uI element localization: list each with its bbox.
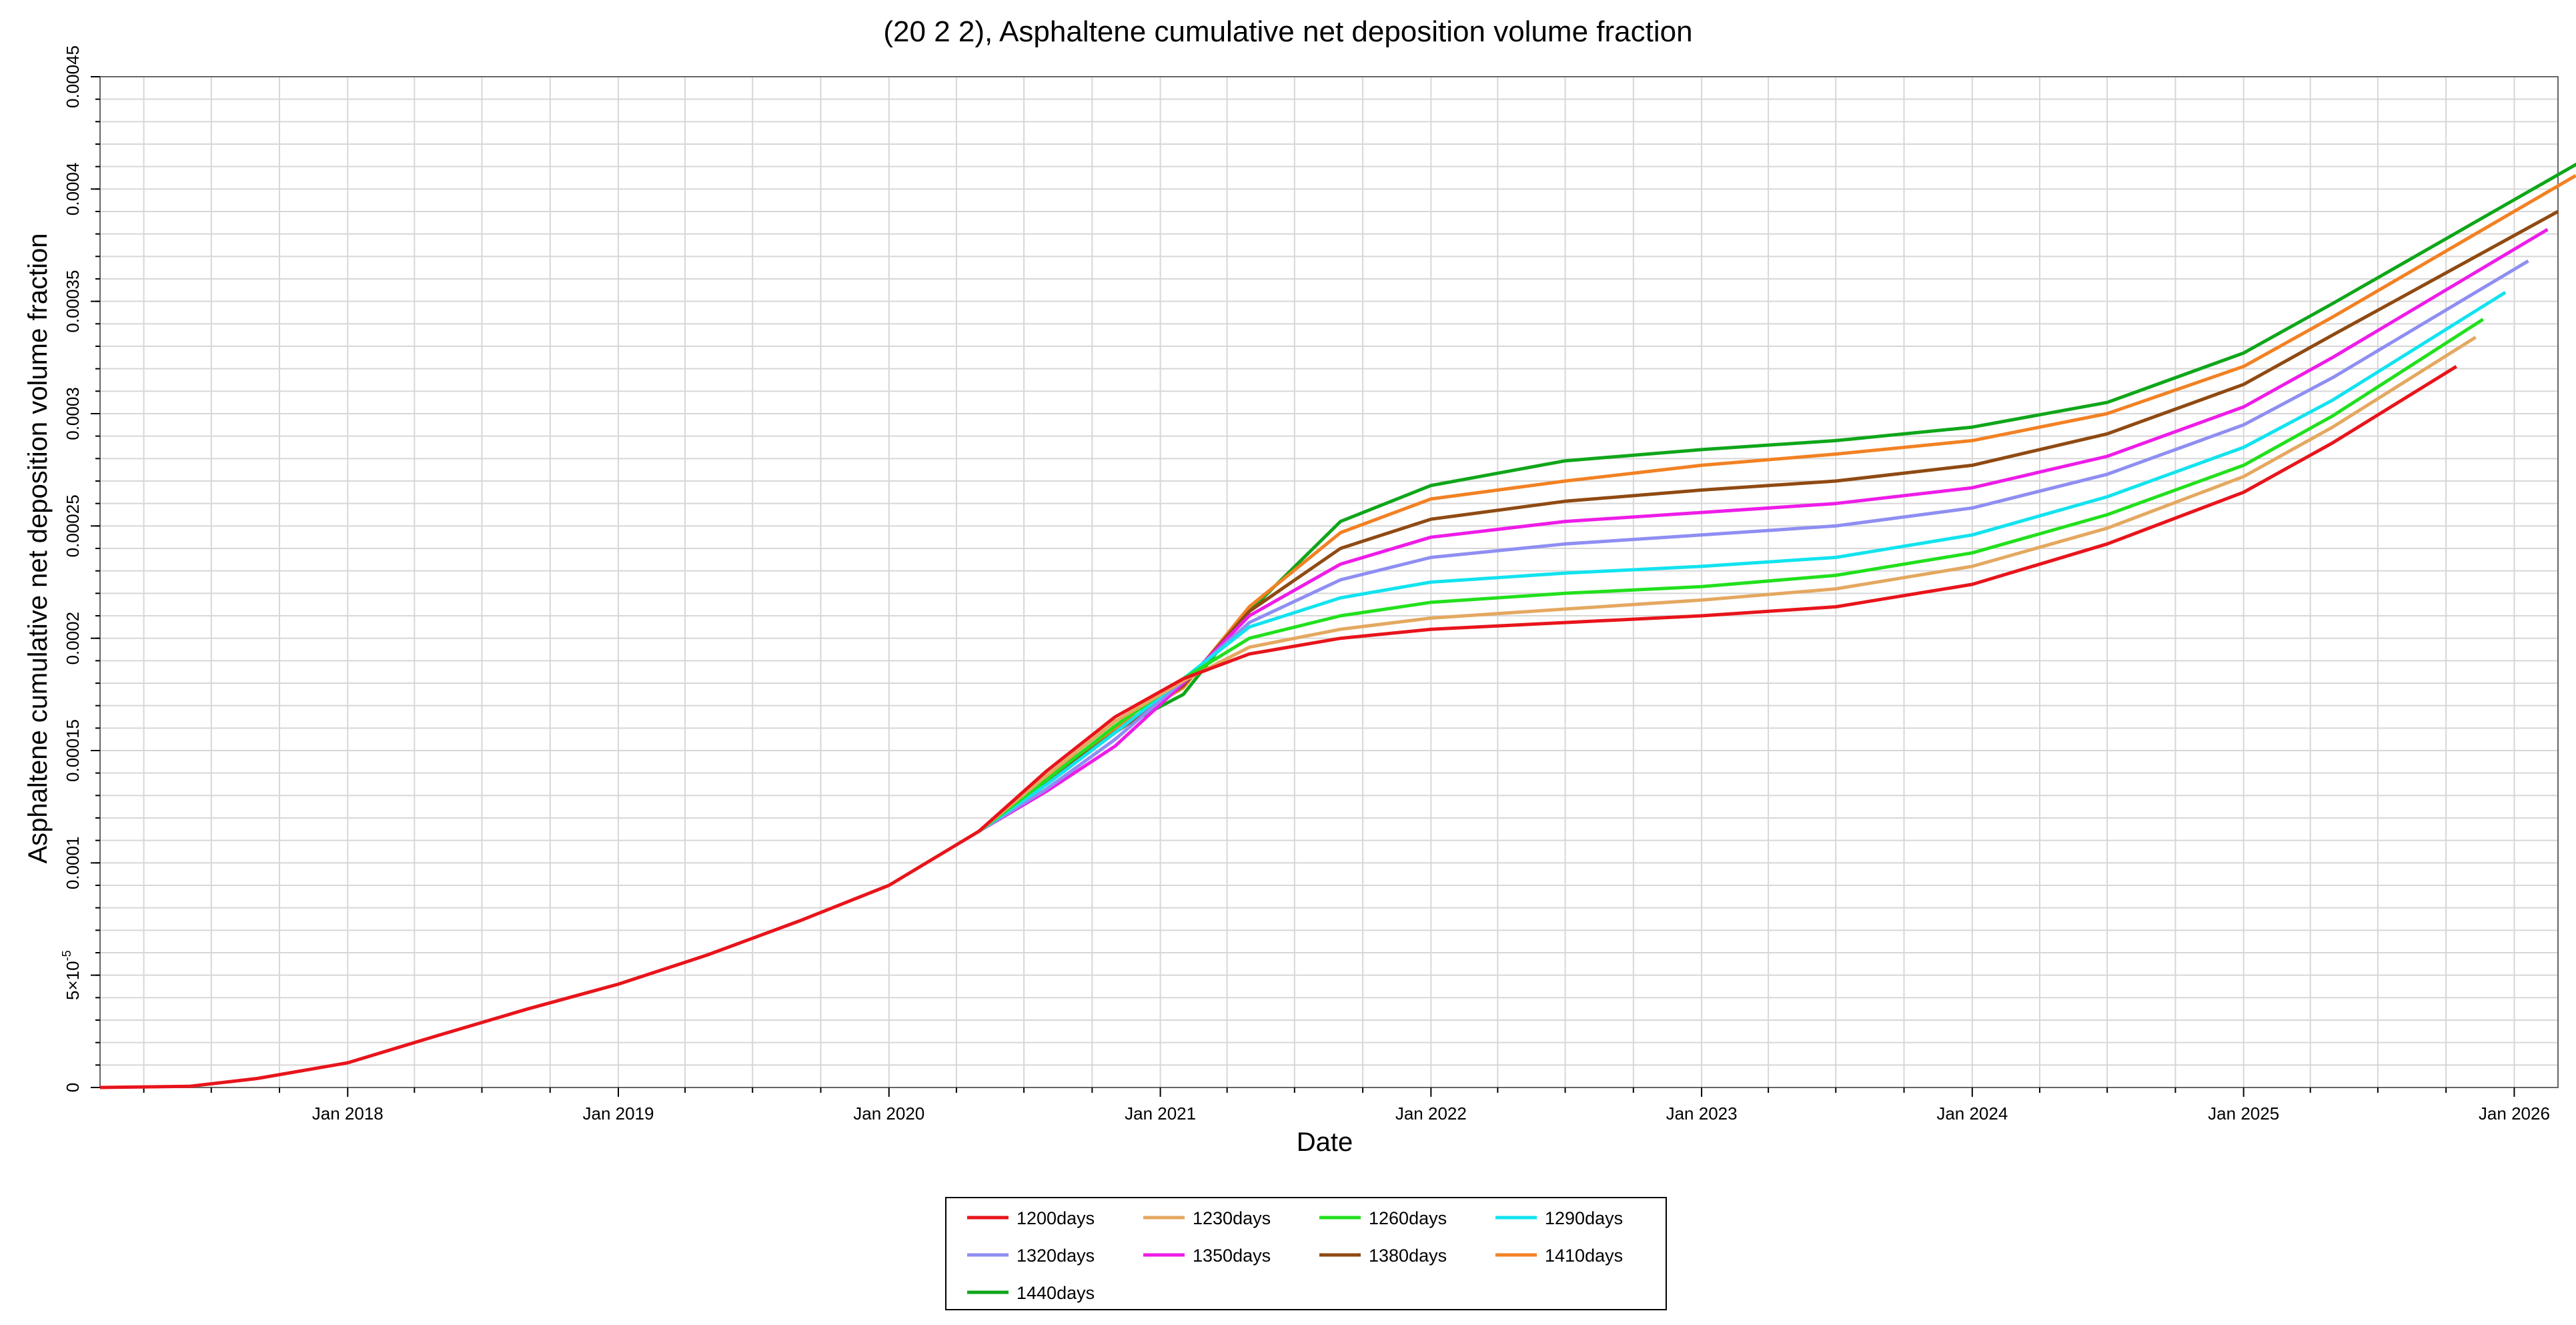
y-tick-label: 0.00015 (63, 719, 83, 782)
series-line-1290days (977, 291, 2507, 833)
legend-label-1200days: 1200days (1017, 1208, 1095, 1228)
x-axis: Jan 2018 Jan 2019 Jan 2020 Jan 2021 Jan 2022… (143, 1087, 2550, 1124)
series-line-history (99, 830, 980, 1089)
x-axis-label: Date (1297, 1128, 1353, 1157)
x-tick-label: Jan 2026 (2479, 1103, 2550, 1124)
y-tick-label: 0.00025 (63, 494, 83, 557)
y-tick-label: 0.0003 (63, 387, 83, 440)
legend-label-1290days: 1290days (1545, 1208, 1623, 1228)
series-line-1320days (977, 259, 2529, 833)
y-tick-label: 0.00035 (63, 270, 83, 333)
y-tick-label: 0.0001 (63, 837, 83, 890)
legend-label-1380days: 1380days (1369, 1246, 1447, 1266)
y-axis-label: Asphaltene cumulative net deposition vol… (23, 234, 53, 864)
legend: 1200days 1230days 1260days 1290days 1320days… (945, 1197, 1667, 1310)
legend-label-1230days: 1230days (1193, 1208, 1271, 1228)
x-tick-label: Jan 2018 (312, 1103, 384, 1124)
grid (100, 77, 2558, 1087)
y-axis: 05×10-50.00010.000150.00020.000250.00030… (60, 45, 100, 1092)
legend-label-1260days: 1260days (1369, 1208, 1447, 1228)
series-line-1200days (977, 365, 2458, 833)
y-tick-label: 0.00045 (63, 45, 83, 108)
x-tick-label: Jan 2020 (853, 1103, 924, 1124)
legend-label-1440days: 1440days (1017, 1283, 1095, 1303)
series-layer (99, 162, 2576, 1089)
legend-box (945, 1197, 1667, 1310)
x-tick-label: Jan 2021 (1125, 1103, 1196, 1124)
chart-title: (20 2 2), Asphaltene cumulative net depo… (883, 15, 1692, 48)
x-tick-label: Jan 2024 (1936, 1103, 2008, 1124)
plot-area-frame (99, 76, 2559, 1088)
series-line-1380days (977, 209, 2559, 833)
y-tick-label: 0.0002 (63, 612, 83, 665)
y-tick-label: 0.0004 (63, 163, 83, 216)
x-tick-label: Jan 2023 (1666, 1103, 1738, 1124)
series-line-1230days (977, 336, 2477, 833)
series-line-1350days (978, 228, 2549, 833)
x-tick-label: Jan 2019 (583, 1103, 654, 1124)
legend-label-1350days: 1350days (1193, 1246, 1271, 1266)
series-line-1260days (977, 318, 2485, 833)
x-tick-label: Jan 2022 (1395, 1103, 1467, 1124)
legend-label-1410days: 1410days (1545, 1246, 1623, 1266)
x-tick-label: Jan 2025 (2208, 1103, 2279, 1124)
y-tick-label: 0 (63, 1083, 83, 1092)
y-tick-exponent: -5 (60, 950, 73, 961)
legend-label-1320days: 1320days (1017, 1246, 1095, 1266)
